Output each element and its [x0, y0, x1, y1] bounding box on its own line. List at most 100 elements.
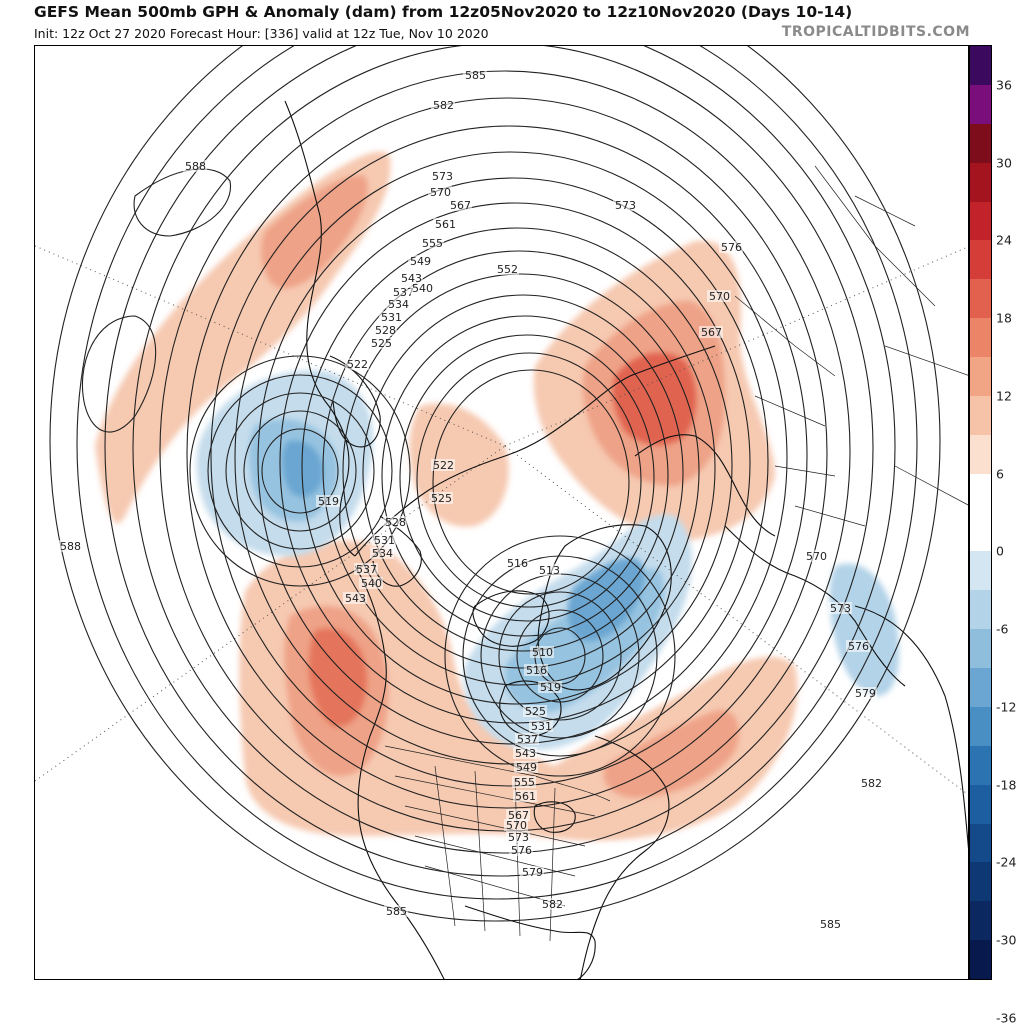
contour-label: 567 [450, 199, 471, 212]
anomaly-negative-north-africa [829, 563, 900, 696]
colorbar [969, 45, 992, 980]
coast-na-east [579, 735, 670, 979]
coast-europe [724, 525, 906, 687]
contour-label-bg [859, 777, 883, 789]
map-canvas: 5855825885735705675615555495435375345315… [35, 46, 968, 979]
contour-line [104, 46, 896, 877]
contour-line [261, 428, 339, 514]
contour-label-bg [359, 577, 383, 589]
contour-label-bg [846, 640, 870, 652]
contour-label: 519 [318, 495, 339, 508]
contour-label: 561 [435, 218, 456, 231]
contour-label-bg [505, 557, 529, 569]
contour-label: 552 [497, 263, 518, 276]
border-us-states-1 [394, 775, 596, 907]
contour-label-bg [316, 495, 340, 507]
colorbar-segment [970, 123, 991, 164]
contour-label: 537 [393, 286, 414, 299]
contour-label: 570 [430, 186, 451, 199]
colorbar-segment [970, 279, 991, 319]
contour-label-bg [530, 646, 554, 658]
contour-label: 543 [401, 272, 422, 285]
anomaly-shading [95, 151, 900, 840]
contour-label-bg [410, 282, 434, 294]
contour-label: 588 [60, 540, 81, 553]
colorbar-segment [970, 162, 991, 202]
colorbar-segment [970, 629, 991, 669]
contour-label-bg [515, 733, 539, 745]
contour-label-bg [433, 218, 457, 230]
colorbar-tick-label: -24 [996, 854, 1017, 870]
contour-label-bg [428, 186, 452, 198]
contour-label-bg [343, 592, 367, 604]
height-contours [49, 46, 941, 922]
contour-label: 582 [861, 777, 882, 790]
contour-label-bg [523, 705, 547, 717]
contour-label: 516 [507, 557, 528, 570]
contour-label: 549 [516, 761, 537, 774]
contour-label: 579 [522, 866, 543, 879]
contour-label: 561 [515, 790, 536, 803]
colorbar-segment [970, 784, 991, 824]
contour-label: 510 [532, 646, 553, 659]
contour-line [516, 609, 604, 703]
contour-label: 543 [345, 592, 366, 605]
colorbar-segment [970, 551, 991, 591]
colorbar-tick-label: 18 [996, 310, 1012, 326]
contour-label-bg [354, 563, 378, 575]
contour-label: 531 [374, 534, 395, 547]
contour-label: 570 [709, 290, 730, 303]
coast-scandinavia [634, 434, 776, 537]
contour-label: 573 [508, 831, 529, 844]
contour-label-bg [369, 337, 393, 349]
contour-line [381, 315, 669, 637]
contour-label: 525 [371, 337, 392, 350]
contour-label-bg [512, 776, 536, 788]
colorbar-segment [970, 395, 991, 436]
contour-label-bg [707, 290, 731, 302]
contour-label: 531 [381, 311, 402, 324]
anomaly-positive-russia-peak [612, 352, 697, 446]
contour-label-bg [379, 311, 403, 323]
contour-label: 573 [432, 170, 453, 183]
contour-line [186, 97, 828, 809]
anomaly-positive-west-na-peak [308, 628, 368, 727]
contour-label: 567 [508, 809, 529, 822]
contour-label-bg [463, 69, 487, 81]
contour-label-bg [373, 324, 397, 336]
contour-line [462, 555, 658, 757]
contour-label-bg [520, 866, 544, 878]
contour-label-bg [719, 241, 743, 253]
colorbar-segment [970, 512, 991, 552]
colorbar-segment [970, 201, 991, 241]
colorbar-tick-label: 0 [996, 543, 1004, 559]
colorbar-segment [970, 240, 991, 280]
brand-watermark: TROPICALTIDBITS.COM [781, 24, 970, 40]
contour-line [207, 374, 393, 568]
contour-label-bg [429, 492, 453, 504]
contour-label: 585 [820, 918, 841, 931]
chart-subtitle: Init: 12z Oct 27 2020 Forecast Hour: [33… [34, 26, 489, 41]
contour-label-bg [513, 790, 537, 802]
contour-label: 534 [372, 547, 393, 560]
contour-label: 525 [431, 492, 452, 505]
contour-line [498, 591, 622, 721]
border-asia [814, 165, 968, 506]
contour-label-bg [524, 664, 548, 676]
contour-label: 522 [347, 358, 368, 371]
contour-label-bg [431, 99, 455, 111]
colorbar-segment [970, 357, 991, 397]
contour-label-bg [391, 286, 415, 298]
contour-label: 585 [386, 905, 407, 918]
colorbar-tick-label: 30 [996, 155, 1012, 171]
contour-label-bg [345, 358, 369, 370]
colorbar-segment [970, 745, 991, 786]
contour-line [342, 273, 700, 669]
contour-label: 573 [615, 199, 636, 212]
contour-line [432, 369, 630, 595]
contour-label: 576 [511, 844, 532, 857]
colorbar-segment [970, 901, 991, 941]
latlon-dotted-lines [35, 245, 968, 796]
contour-label: 555 [422, 237, 443, 250]
contour-label: 531 [531, 720, 552, 733]
